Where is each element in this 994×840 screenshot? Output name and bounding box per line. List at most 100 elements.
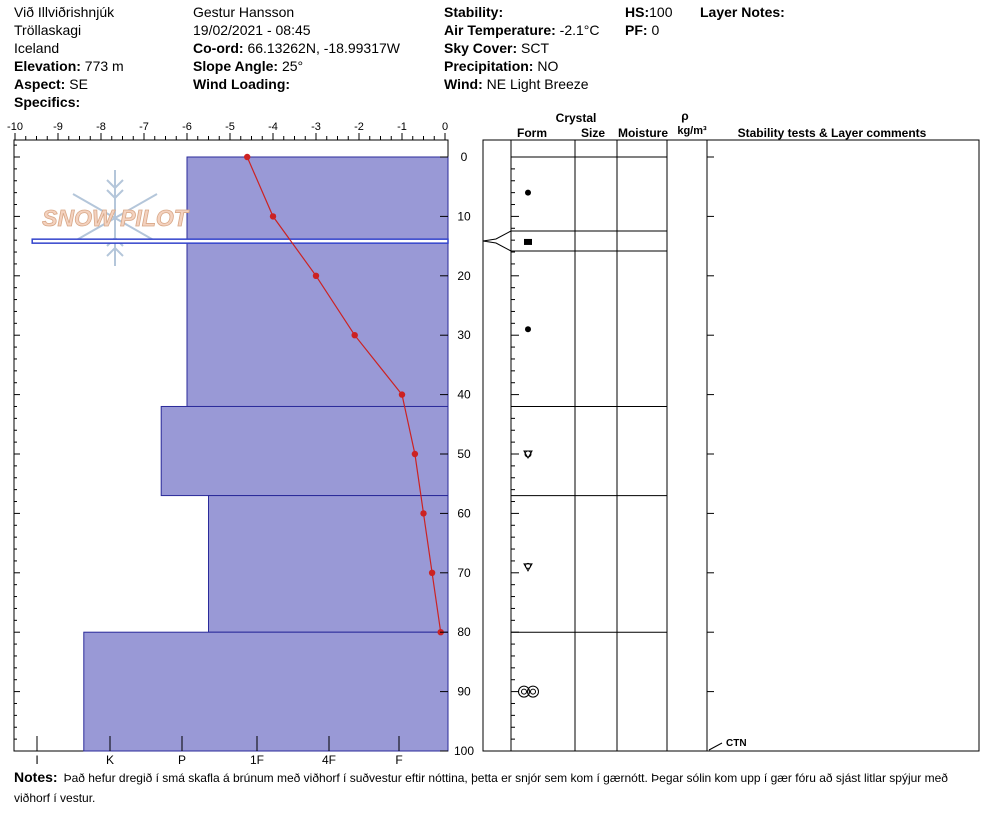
depth-tick-label-4: 40: [457, 388, 471, 402]
temperature-point-0: [244, 153, 251, 161]
hardness-tick-label-5: F: [395, 753, 402, 767]
precip-value: NO: [537, 58, 559, 74]
snow-profile-chart: SNOW PILOT -10 -9 -8 -7 -6 -5 -4 -3 -2 -1 00102030…: [7, 109, 980, 767]
temp-tick-label-5: -5: [225, 121, 235, 133]
temp-tick-label-2: -8: [96, 121, 106, 133]
coord-label: Co-ord:: [193, 40, 244, 56]
pf-value: 0: [651, 22, 660, 38]
temp-tick-label-9: -1: [397, 121, 407, 133]
air-temp-label: Air Temperature:: [444, 22, 556, 38]
temp-tick-label-7: -3: [311, 121, 321, 133]
depth-tick-label-3: 30: [457, 328, 471, 342]
observer-info: Gestur Hansson 19/02/2021 - 08:45 Co-ord…: [193, 3, 400, 93]
column-header-size: Size: [581, 126, 605, 140]
sky-row: Sky Cover: SCT: [444, 39, 600, 57]
hardness-layer-3: [83, 631, 449, 752]
temperature-point-7: [428, 569, 436, 576]
temp-tick-label-3: -7: [139, 121, 149, 133]
column-header-rho: ρ: [681, 109, 688, 123]
notes-label: Notes:: [14, 769, 58, 785]
snowflake-icon: [72, 170, 158, 266]
temperature-point-2: [312, 272, 320, 279]
temperature-point-3: [351, 332, 358, 339]
depth-tick-label-2: 20: [457, 269, 471, 283]
wind-label: Wind:: [444, 76, 483, 92]
temp-tick-label-4: -6: [182, 121, 192, 133]
hardness-layer-2: [208, 495, 449, 633]
precipitation-particle-dot: [525, 326, 531, 333]
sky-label: Sky Cover:: [444, 40, 518, 56]
melt-forms-icon: [518, 685, 539, 698]
wind-loading-row: Wind Loading:: [193, 75, 400, 93]
depth-info: HS:100 PF: 0: [625, 3, 672, 39]
ice-layer-block: [524, 238, 532, 245]
air-temp-value: -2.1°C: [559, 22, 600, 38]
dot-icon: [525, 326, 531, 333]
country-name: Iceland: [14, 40, 60, 56]
column-header-form: Form: [517, 126, 547, 140]
temperature-point-6: [420, 510, 427, 517]
hardness-tick-label-0: I: [35, 753, 38, 767]
temp-tick-label-6: -4: [268, 121, 278, 133]
notes-text: Það hefur dregið í smá skafla á brúnum m…: [14, 771, 948, 805]
temperature-point-5: [411, 450, 419, 458]
elevation-row: Elevation: 773 m: [14, 57, 124, 75]
wind-row: Wind: NE Light Breeze: [444, 75, 600, 93]
melt-form-outer-0: [518, 685, 530, 698]
melt-form-inner-0: [521, 688, 527, 695]
column-header-stability: Stability tests & Layer comments: [738, 126, 927, 140]
precip-row: Precipitation: NO: [444, 57, 600, 75]
region-name: Tröllaskagi: [14, 22, 82, 38]
elevation-value: 773 m: [84, 58, 124, 74]
coord-value: 66.13262N, -18.99317W: [247, 40, 400, 56]
melt-form-outer-1: [527, 685, 539, 698]
temp-tick-label-8: -2: [354, 121, 364, 133]
temp-tick-label-10: 0: [442, 121, 448, 133]
hardness-tick-label-4: 4F: [322, 753, 336, 767]
hardness-layers: [83, 156, 449, 752]
temp-tick-label-1: -9: [53, 121, 63, 133]
precip-label: Precipitation:: [444, 58, 534, 74]
depth-tick-label-0: 0: [461, 150, 468, 164]
specifics-row: Specifics:: [14, 93, 124, 111]
depth-tick-label-5: 50: [457, 447, 471, 461]
pf-label: PF:: [625, 22, 648, 38]
column-header-moisture: Moisture: [618, 126, 668, 140]
layer-boundaries: [482, 156, 714, 752]
column-header-density-unit: kg/m³: [677, 125, 707, 137]
profile-axes: -10 -9 -8 -7 -6 -5 -4 -3 -2 -1 0010203040506070809…: [7, 121, 474, 767]
depth-tick-label-6: 60: [457, 506, 471, 520]
stability-test-pointer-0: [708, 742, 723, 751]
temperature-point-1: [269, 213, 277, 220]
hardness-tick-label-2: P: [178, 753, 186, 767]
depth-tick-label-1: 10: [457, 209, 471, 223]
aspect-row: Aspect: SE: [14, 75, 124, 93]
thin-ice-layer: [31, 238, 449, 244]
stability-label: Stability:: [444, 4, 504, 20]
layer-notes-header: Layer Notes:: [700, 3, 785, 21]
crystal-form-symbols: [518, 189, 539, 698]
specifics-label: Specifics:: [14, 94, 81, 110]
sky-value: SCT: [521, 40, 550, 56]
notes-section: Notes: Það hefur dregið í smá skafla á br…: [14, 767, 974, 808]
faceted-round-2-icon: [523, 562, 533, 572]
melt-form-inner-1: [530, 688, 536, 695]
coord-row: Co-ord: 66.13262N, -18.99317W: [193, 39, 400, 57]
site-info: Við Illviðrishnjúk Tröllaskagi Iceland E…: [14, 3, 124, 111]
location-name: Við Illviðrishnjúk: [14, 4, 115, 20]
layer-notes-label: Layer Notes:: [700, 4, 785, 20]
watermark-text: SNOW PILOT: [42, 205, 190, 231]
slope-value: 25°: [281, 58, 304, 74]
wind-value: NE Light Breeze: [486, 76, 589, 92]
depth-tick-label-9: 90: [457, 685, 471, 699]
observation-datetime: 19/02/2021 - 08:45: [193, 22, 311, 38]
hs-value: 100: [649, 4, 673, 20]
depth-tick-label-10: 100: [454, 744, 474, 758]
aspect-value: SE: [69, 76, 88, 92]
temp-tick-label-0: -10: [7, 121, 23, 133]
precipitation-particle-dot: [525, 189, 531, 196]
stability-test-label-0: CTN: [726, 738, 747, 749]
stability-test-markers: CTN: [708, 738, 747, 751]
faceted-round-icon: [523, 450, 533, 460]
air-temp-row: Air Temperature: -2.1°C: [444, 21, 600, 39]
